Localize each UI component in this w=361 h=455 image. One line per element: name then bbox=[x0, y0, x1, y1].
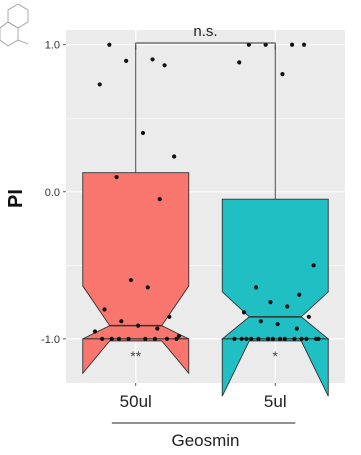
data-point bbox=[164, 336, 170, 341]
data-point bbox=[162, 63, 167, 68]
data-point bbox=[294, 326, 299, 331]
data-point bbox=[301, 42, 307, 47]
data-point bbox=[114, 174, 119, 180]
data-point bbox=[92, 329, 98, 334]
data-point bbox=[241, 310, 247, 315]
data-point bbox=[263, 42, 268, 47]
data-point bbox=[107, 42, 112, 47]
data-point bbox=[244, 336, 249, 341]
y-tick-label: 1.0 bbox=[45, 40, 60, 52]
data-point bbox=[292, 336, 297, 341]
data-point bbox=[126, 336, 131, 341]
data-point bbox=[128, 277, 134, 283]
molecule-structure-icon bbox=[0, 3, 29, 47]
x-axis-title: Geosmin bbox=[171, 431, 239, 450]
data-point bbox=[97, 82, 102, 87]
data-point bbox=[282, 336, 287, 341]
data-point bbox=[109, 336, 114, 341]
data-point bbox=[299, 336, 304, 341]
data-point bbox=[268, 300, 273, 305]
data-point bbox=[150, 57, 155, 62]
data-point bbox=[145, 285, 150, 290]
data-point bbox=[136, 323, 141, 328]
data-point bbox=[143, 336, 148, 341]
data-point bbox=[246, 42, 251, 47]
data-point bbox=[239, 336, 244, 341]
box-50ul: ** bbox=[82, 44, 190, 375]
data-point bbox=[311, 263, 316, 268]
data-point bbox=[237, 60, 242, 65]
y-axis-title: PI bbox=[5, 189, 27, 208]
data-point bbox=[124, 58, 129, 63]
data-point bbox=[155, 326, 160, 331]
data-point bbox=[253, 285, 259, 290]
data-point bbox=[258, 319, 263, 324]
significance-label: ** bbox=[130, 348, 141, 364]
data-point bbox=[172, 154, 177, 159]
data-point bbox=[265, 336, 271, 341]
data-point bbox=[306, 314, 311, 319]
data-point bbox=[277, 336, 283, 341]
x-tick-label: 5ul bbox=[264, 392, 287, 411]
data-point bbox=[152, 336, 158, 341]
data-point bbox=[289, 42, 295, 47]
y-tick-label: 0.0 bbox=[45, 187, 60, 199]
data-point bbox=[275, 322, 280, 327]
data-point bbox=[256, 336, 261, 341]
comparison-bracket bbox=[135, 42, 276, 50]
data-point bbox=[100, 336, 105, 341]
data-point bbox=[116, 336, 122, 341]
data-point bbox=[249, 336, 254, 341]
data-point bbox=[297, 292, 302, 297]
data-point bbox=[232, 336, 237, 341]
data-point bbox=[270, 336, 275, 341]
data-point bbox=[157, 197, 162, 202]
notch-overshoot bbox=[82, 338, 190, 375]
data-point bbox=[304, 336, 309, 341]
data-point bbox=[102, 307, 107, 312]
significance-label: * bbox=[273, 348, 279, 364]
data-point bbox=[176, 333, 182, 339]
data-point bbox=[280, 72, 285, 77]
data-point bbox=[174, 336, 179, 341]
x-tick-label: 50ul bbox=[120, 392, 152, 411]
data-point bbox=[313, 336, 319, 341]
data-point bbox=[167, 314, 172, 319]
data-point bbox=[285, 304, 290, 309]
data-point bbox=[119, 319, 124, 324]
comparison-label: n.s. bbox=[193, 23, 217, 40]
data-point bbox=[140, 130, 146, 136]
y-tick-label: -1.0 bbox=[41, 334, 60, 346]
